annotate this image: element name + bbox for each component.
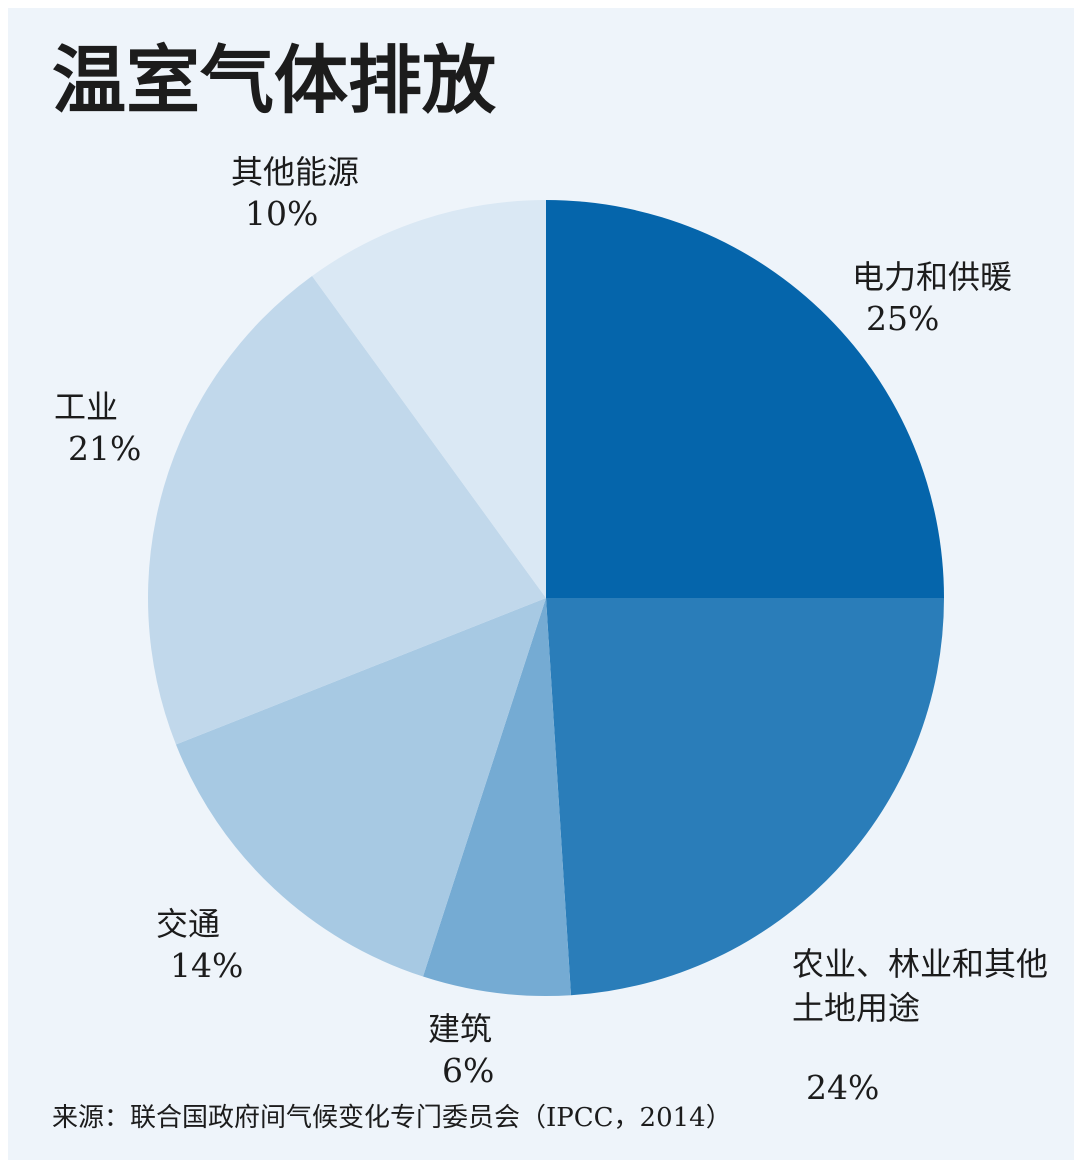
- slice-label-1: 电力和供暖: [852, 258, 1012, 296]
- slice-label-2-line-2: 土地用途: [792, 989, 920, 1027]
- pie-slice-3: [423, 598, 571, 996]
- slice-value-4: 14%: [170, 946, 243, 985]
- slice-value-1: 25%: [866, 299, 939, 338]
- pie-slice-5: [148, 276, 546, 745]
- slice-label-4: 交通: [156, 905, 220, 943]
- slice-label-2-line-1: 农业、林业和其他: [792, 945, 1048, 983]
- slice-label-5: 工业: [54, 388, 118, 426]
- slice-value-3: 6%: [442, 1051, 494, 1090]
- pie-slice-4: [175, 598, 546, 977]
- slice-value-6: 10%: [245, 194, 318, 233]
- slice-value-2: 24%: [806, 1068, 879, 1107]
- pie-slices: [148, 200, 944, 996]
- chart-title: 温室气体排放: [52, 38, 496, 124]
- pie-slice-1: [546, 200, 944, 598]
- pie-slice-6: [312, 200, 546, 598]
- slice-label-6: 其他能源: [231, 153, 359, 191]
- slice-value-5: 21%: [68, 429, 141, 468]
- pie-slice-2: [546, 598, 944, 996]
- slice-label-3: 建筑: [428, 1010, 492, 1048]
- source-note: 来源：联合国政府间气候变化专门委员会（IPCC，2014）: [52, 1103, 732, 1133]
